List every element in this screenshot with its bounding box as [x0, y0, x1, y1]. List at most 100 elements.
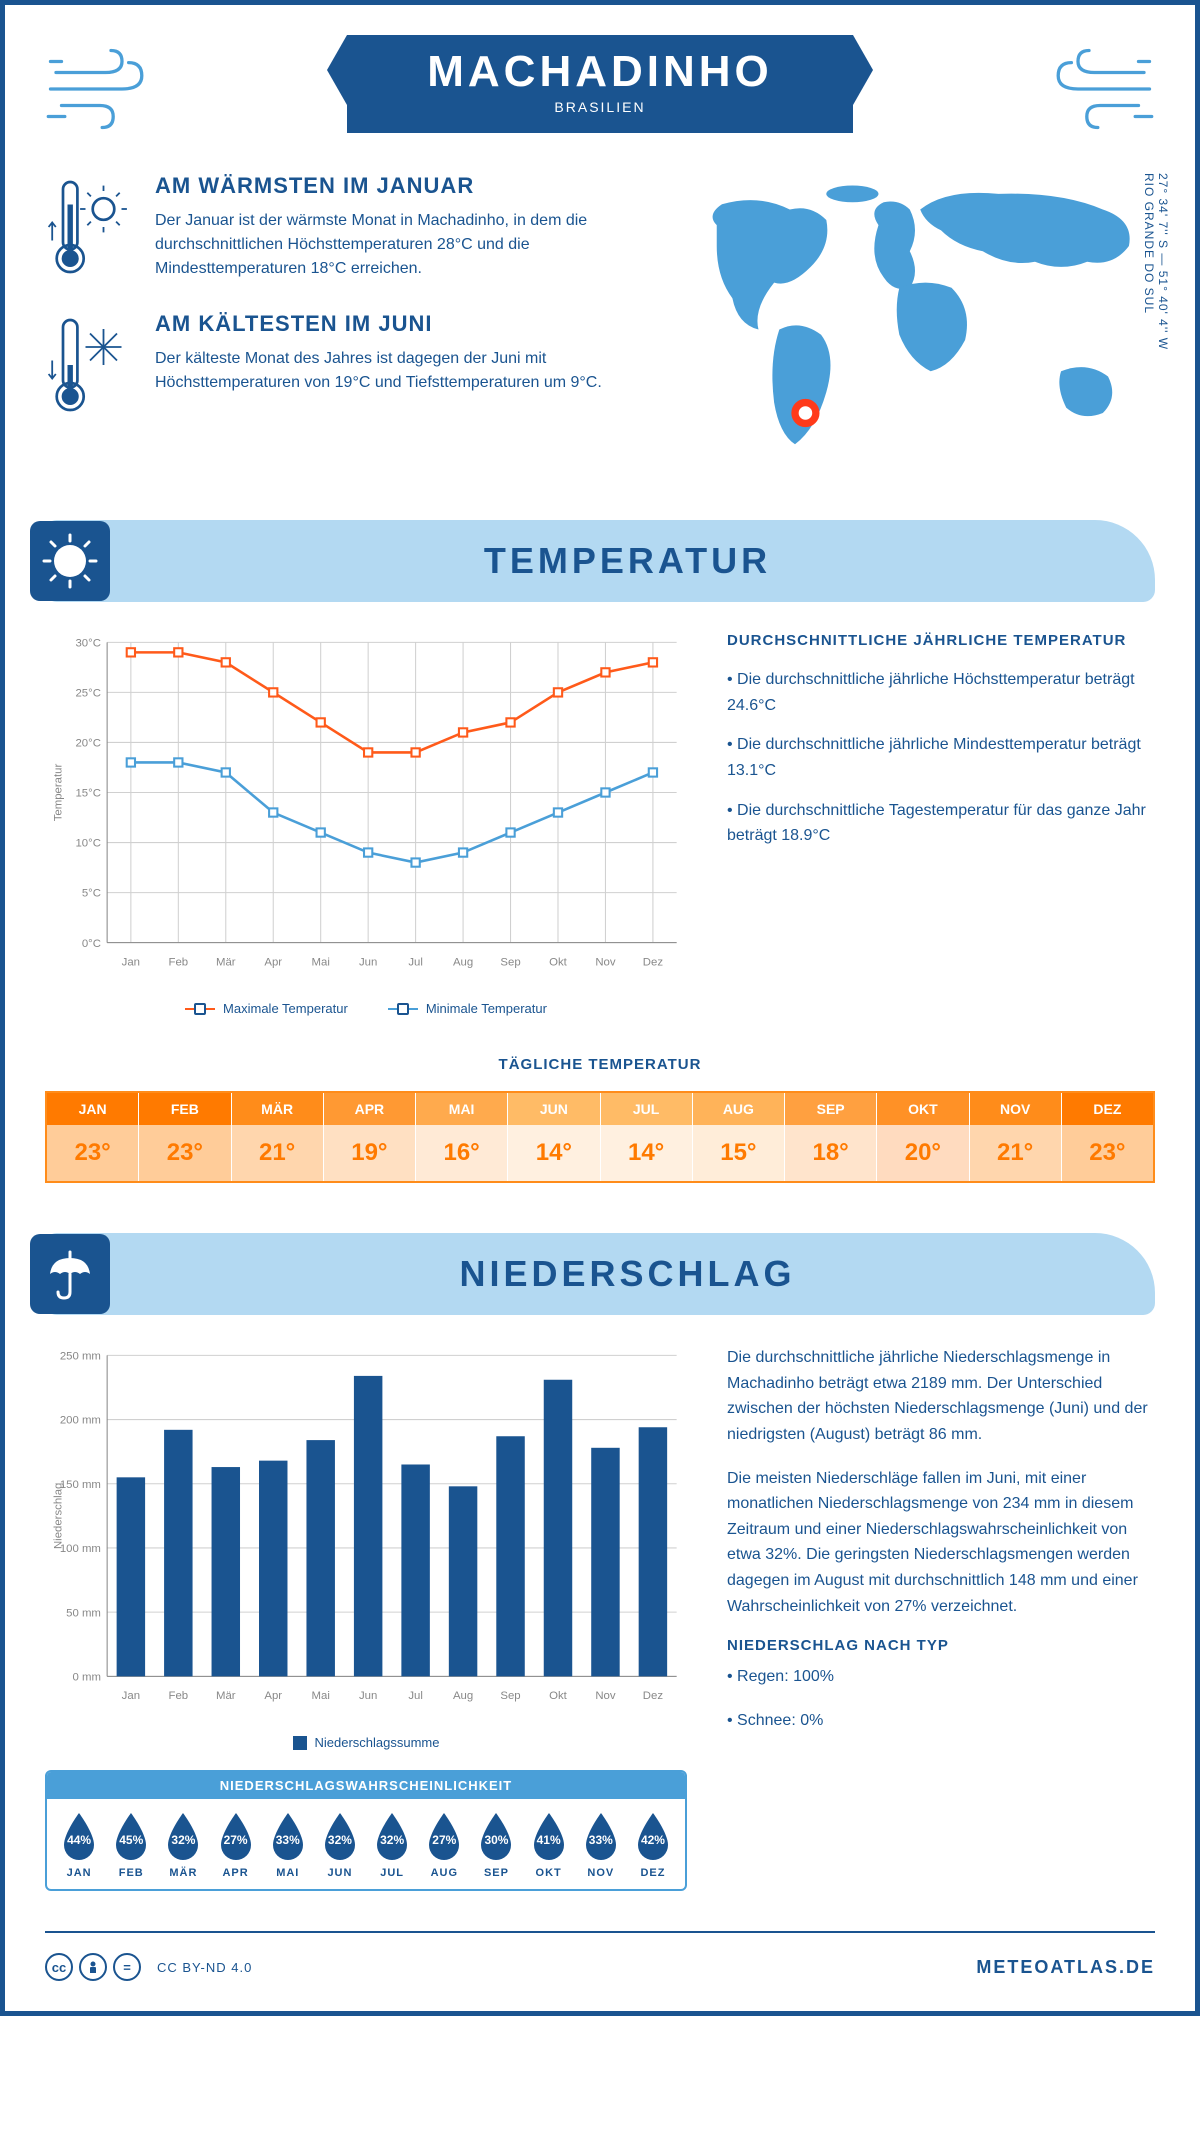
coldest-text: Der kälteste Monat des Jahres ist dagege…: [155, 347, 645, 395]
probability-cell: 32%MÄR: [157, 1811, 209, 1879]
precip-type-bullet: • Schnee: 0%: [727, 1708, 1155, 1734]
warmest-text: Der Januar ist der wärmste Monat in Mach…: [155, 209, 645, 281]
daily-temp-cell: MÄR21°: [232, 1093, 324, 1181]
svg-text:10°C: 10°C: [75, 838, 100, 850]
svg-text:Okt: Okt: [549, 1690, 568, 1702]
probability-cell: 42%DEZ: [627, 1811, 679, 1879]
svg-text:200 mm: 200 mm: [60, 1415, 101, 1427]
svg-text:Jun: Jun: [359, 1690, 377, 1702]
by-icon: [79, 1953, 107, 1981]
temperature-line-chart: 0°C 5°C 10°C 15°C 20°C 25°C 30°C Jan Feb Mär Apr Ma…: [45, 632, 687, 1016]
precipitation-probability-box: NIEDERSCHLAGSWAHRSCHEINLICHKEIT 44%JAN45…: [45, 1770, 687, 1891]
daily-temp-cell: FEB23°: [139, 1093, 231, 1181]
svg-text:150 mm: 150 mm: [60, 1479, 101, 1491]
cc-icon: cc: [45, 1953, 73, 1981]
thermometer-hot-icon: [45, 173, 135, 281]
daily-temperature-table: TÄGLICHE TEMPERATUR JAN23°FEB23°MÄR21°AP…: [45, 1056, 1155, 1183]
svg-text:Feb: Feb: [169, 957, 189, 969]
umbrella-icon: [30, 1234, 110, 1314]
svg-text:Aug: Aug: [453, 1690, 473, 1702]
probability-cell: 32%JUL: [366, 1811, 418, 1879]
nd-icon: =: [113, 1953, 141, 1981]
probability-cell: 27%AUG: [418, 1811, 470, 1879]
svg-text:Jan: Jan: [122, 957, 140, 969]
footer-brand: METEOATLAS.DE: [976, 1957, 1155, 1978]
svg-text:5°C: 5°C: [82, 888, 101, 900]
daily-temp-cell: JAN23°: [47, 1093, 139, 1181]
daily-temp-cell: APR19°: [324, 1093, 416, 1181]
precipitation-bar-chart: 0 mm50 mm100 mm150 mm200 mm250 mmNieders…: [45, 1345, 687, 1718]
coldest-block: AM KÄLTESTEN IM JUNI Der kälteste Monat …: [45, 311, 645, 419]
wind-icon: [45, 45, 155, 133]
sun-icon: [30, 521, 110, 601]
svg-text:Dez: Dez: [643, 1690, 664, 1702]
world-map-icon: [675, 173, 1155, 465]
svg-text:Sep: Sep: [500, 1690, 520, 1702]
warmest-title: AM WÄRMSTEN IM JANUAR: [155, 173, 645, 199]
svg-text:Mai: Mai: [312, 957, 330, 969]
legend-max: Maximale Temperatur: [185, 1001, 348, 1016]
page-header: MACHADINHO BRASILIEN: [45, 35, 1155, 133]
svg-text:Mär: Mär: [216, 957, 236, 969]
svg-text:0°C: 0°C: [82, 938, 101, 950]
probability-cell: 33%MAI: [262, 1811, 314, 1879]
temp-bullet: • Die durchschnittliche jährliche Mindes…: [727, 732, 1155, 783]
daily-temp-cell: JUL14°: [601, 1093, 693, 1181]
daily-temp-cell: SEP18°: [785, 1093, 877, 1181]
probability-cell: 30%SEP: [470, 1811, 522, 1879]
svg-text:Nov: Nov: [595, 1690, 616, 1702]
precipitation-section-header: NIEDERSCHLAG: [45, 1233, 1155, 1315]
svg-text:Dez: Dez: [643, 957, 664, 969]
svg-text:Temperatur: Temperatur: [53, 764, 65, 822]
svg-text:Aug: Aug: [453, 957, 473, 969]
svg-text:250 mm: 250 mm: [60, 1351, 101, 1363]
footer: cc = CC BY-ND 4.0 METEOATLAS.DE: [45, 1931, 1155, 1981]
svg-text:25°C: 25°C: [75, 688, 100, 700]
svg-text:Niederschlag: Niederschlag: [53, 1483, 65, 1549]
precipitation-info: Die durchschnittliche jährliche Niedersc…: [727, 1345, 1155, 1891]
svg-text:Okt: Okt: [549, 957, 568, 969]
temperature-section-header: TEMPERATUR: [45, 520, 1155, 602]
svg-text:50 mm: 50 mm: [66, 1608, 101, 1620]
coordinates: 27° 34' 7'' S — 51° 40' 4'' W RIO GRANDE…: [1142, 173, 1170, 350]
title-banner: MACHADINHO BRASILIEN: [347, 35, 853, 133]
legend-precip: Niederschlagssumme: [293, 1735, 440, 1750]
probability-cell: 41%OKT: [523, 1811, 575, 1879]
daily-temp-cell: MAI16°: [416, 1093, 508, 1181]
svg-text:Feb: Feb: [169, 1690, 189, 1702]
probability-cell: 27%APR: [210, 1811, 262, 1879]
daily-temp-cell: AUG15°: [693, 1093, 785, 1181]
svg-text:Jul: Jul: [408, 1690, 423, 1702]
intro-section: AM WÄRMSTEN IM JANUAR Der Januar ist der…: [45, 173, 1155, 470]
svg-text:Mai: Mai: [312, 1690, 330, 1702]
svg-text:20°C: 20°C: [75, 738, 100, 750]
temperature-title: TEMPERATUR: [130, 540, 1125, 582]
daily-temp-cell: DEZ23°: [1062, 1093, 1153, 1181]
daily-temp-cell: OKT20°: [877, 1093, 969, 1181]
license-badge: cc = CC BY-ND 4.0: [45, 1953, 252, 1981]
svg-text:Jul: Jul: [408, 957, 423, 969]
svg-text:Apr: Apr: [264, 1690, 282, 1702]
probability-cell: 45%FEB: [105, 1811, 157, 1879]
svg-text:15°C: 15°C: [75, 788, 100, 800]
svg-text:Mär: Mär: [216, 1690, 236, 1702]
svg-text:30°C: 30°C: [75, 638, 100, 650]
city-title: MACHADINHO: [427, 47, 773, 97]
svg-text:Apr: Apr: [264, 957, 282, 969]
warmest-block: AM WÄRMSTEN IM JANUAR Der Januar ist der…: [45, 173, 645, 281]
svg-text:100 mm: 100 mm: [60, 1543, 101, 1555]
daily-temp-cell: JUN14°: [508, 1093, 600, 1181]
svg-text:Jan: Jan: [122, 1690, 140, 1702]
thermometer-cold-icon: [45, 311, 135, 419]
daily-temp-cell: NOV21°: [970, 1093, 1062, 1181]
country-subtitle: BRASILIEN: [427, 99, 773, 115]
legend-min: Minimale Temperatur: [388, 1001, 547, 1016]
temp-bullet: • Die durchschnittliche Tagestemperatur …: [727, 798, 1155, 849]
svg-text:Sep: Sep: [500, 957, 520, 969]
probability-cell: 32%JUN: [314, 1811, 366, 1879]
coldest-title: AM KÄLTESTEN IM JUNI: [155, 311, 645, 337]
precipitation-title: NIEDERSCHLAG: [130, 1253, 1125, 1295]
wind-icon: [1045, 45, 1155, 133]
svg-text:Nov: Nov: [595, 957, 616, 969]
temperature-info: DURCHSCHNITTLICHE JÄHRLICHE TEMPERATUR •…: [727, 632, 1155, 1016]
